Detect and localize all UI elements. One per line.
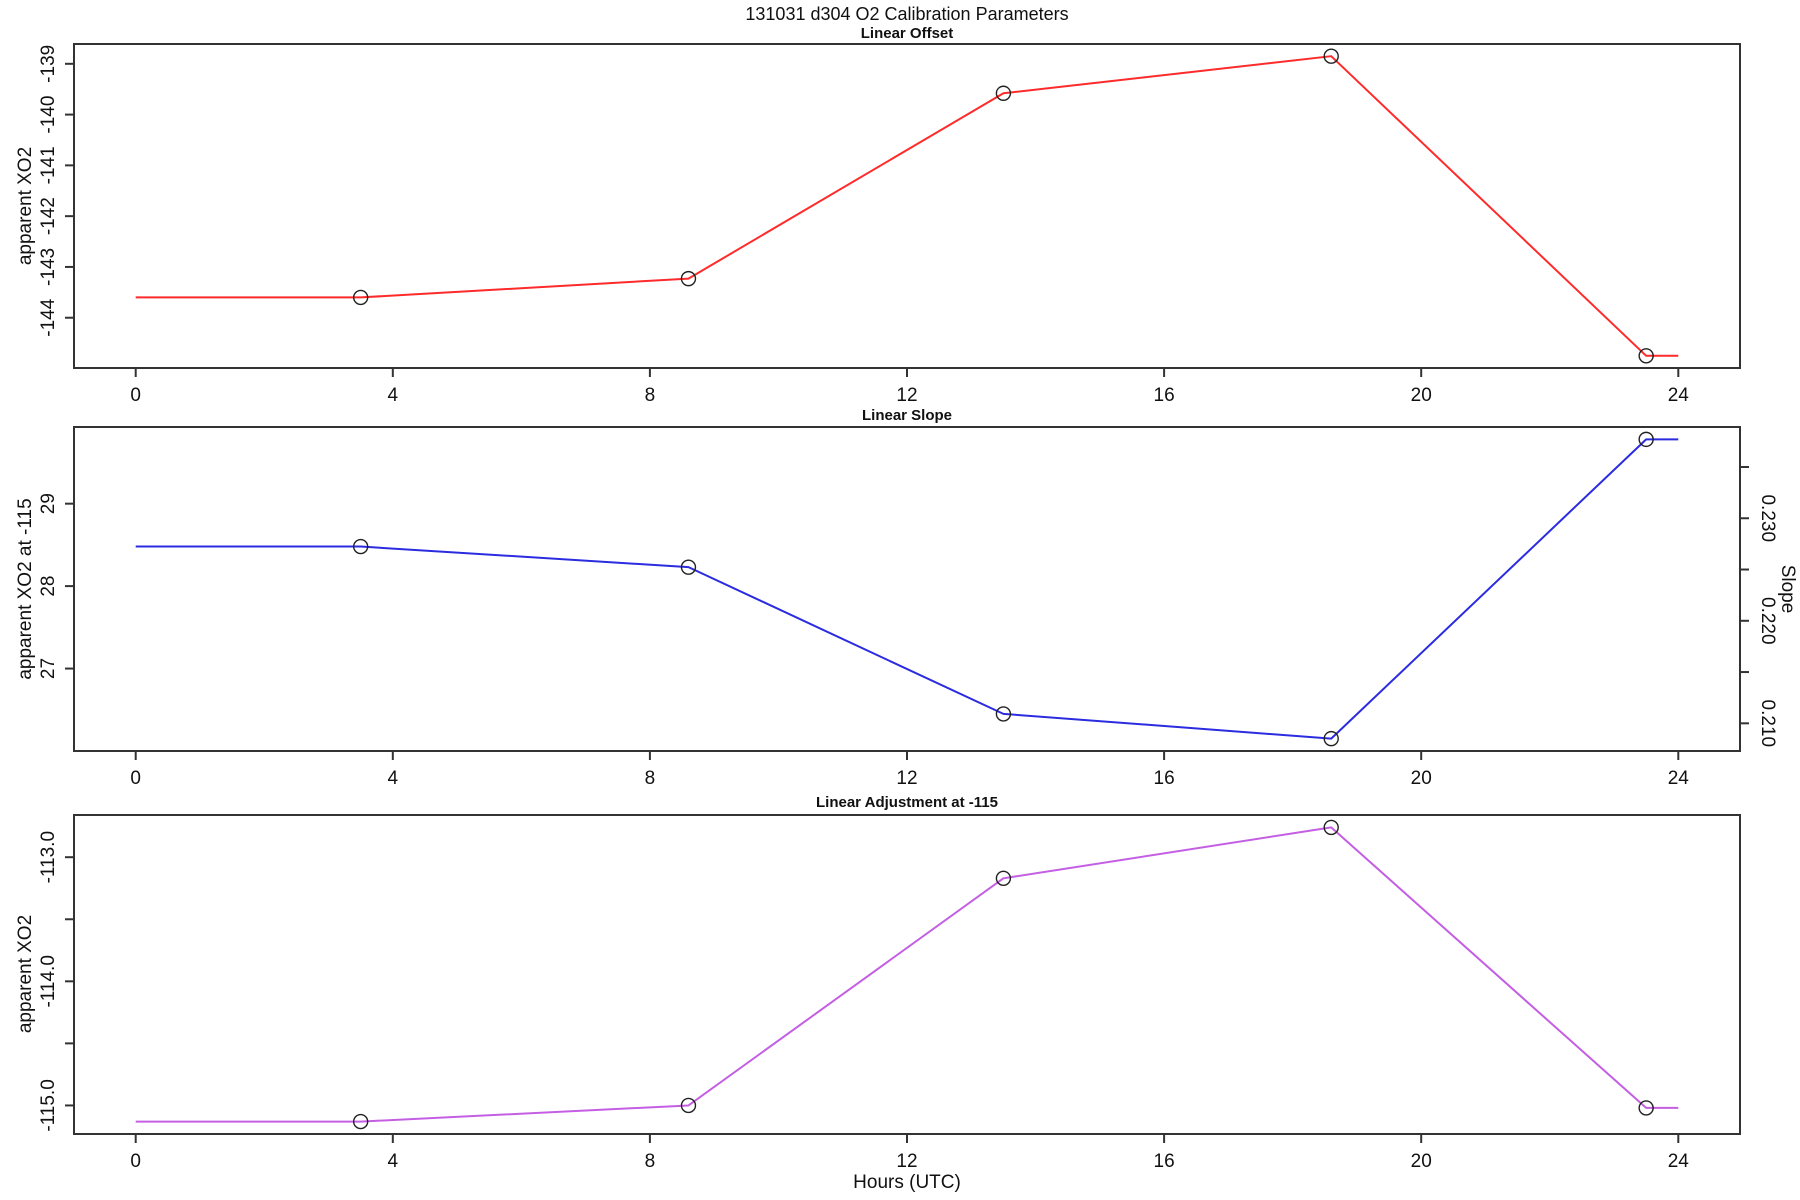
y-tick-label: -144 — [38, 298, 59, 336]
data-point-marker — [995, 870, 1012, 887]
right-tick-label: 0.220 — [1757, 597, 1778, 645]
x-tick-label: 20 — [1411, 1151, 1432, 1172]
x-tick-label: 16 — [1154, 768, 1175, 789]
panel-title-linear-offset: Linear Offset — [860, 25, 954, 42]
y-tick-label: -114.0 — [38, 955, 59, 1007]
x-tick-label: 20 — [1411, 768, 1432, 789]
data-point-marker — [995, 706, 1012, 722]
x-tick-label: 4 — [388, 385, 399, 406]
y-tick-label: -142 — [38, 197, 59, 235]
y-tick-label: -143 — [38, 248, 59, 286]
y-axis-label-offset: apparent XO2 — [15, 146, 36, 266]
x-tick-label: 4 — [388, 768, 399, 789]
x-tick-label: 12 — [896, 385, 917, 406]
x-tick-label: 20 — [1411, 385, 1432, 406]
y-tick-label: -140 — [38, 96, 59, 134]
y-tick-label: -139 — [38, 45, 59, 83]
panel-title-linear-adjustment: Linear Adjustment at -115 — [816, 794, 998, 811]
x-tick-label: 16 — [1154, 1151, 1175, 1172]
data-point-marker — [1638, 431, 1654, 448]
right-tick-label: 0.210 — [1757, 700, 1778, 748]
x-tick-label: 24 — [1668, 385, 1690, 406]
x-tick-label: 16 — [1154, 385, 1175, 406]
panel-border — [73, 814, 1741, 1135]
data-point-marker — [1638, 348, 1654, 364]
y-tick-label: 27 — [38, 658, 59, 679]
x-tick-label: 8 — [645, 385, 656, 406]
x-tick-label: 24 — [1668, 1151, 1690, 1172]
panel-title-linear-slope: Linear Slope — [861, 407, 953, 424]
x-tick-label: 0 — [130, 1151, 141, 1172]
series-line — [135, 826, 1679, 1123]
series-line — [135, 438, 1679, 740]
series-line — [135, 55, 1679, 357]
y-axis-label-adjustment: apparent XO2 — [15, 914, 36, 1034]
data-point-marker — [352, 1113, 369, 1130]
data-point-marker — [352, 538, 369, 555]
x-tick-label: 0 — [130, 385, 141, 406]
data-point-marker — [352, 289, 369, 306]
x-tick-label: 8 — [645, 1151, 656, 1172]
data-point-marker — [1323, 48, 1339, 64]
x-tick-label: 8 — [645, 768, 656, 789]
y-tick-label: -141 — [38, 146, 59, 184]
data-point-marker — [995, 85, 1012, 101]
data-point-marker — [1323, 730, 1339, 747]
x-tick-label: 4 — [388, 1151, 399, 1172]
y-tick-label: 28 — [38, 576, 59, 597]
y-axis-label-slope-right: Slope — [1777, 564, 1798, 614]
data-point-marker — [680, 559, 697, 575]
y-axis-label-slope-left: apparent XO2 at -115 — [15, 498, 36, 680]
figure-title: 131031 d304 O2 Calibration Parameters — [745, 4, 1069, 24]
x-axis-label: Hours (UTC) — [853, 1172, 961, 1193]
y-tick-label: 29 — [38, 493, 59, 514]
x-tick-label: 12 — [896, 1151, 917, 1172]
data-point-marker — [680, 1097, 697, 1114]
right-tick-label: 0.230 — [1757, 494, 1778, 542]
y-tick-label: -115.0 — [38, 1079, 59, 1131]
x-tick-label: 0 — [130, 768, 141, 789]
data-point-marker — [680, 270, 697, 287]
x-tick-label: 12 — [896, 768, 917, 789]
x-tick-label: 24 — [1668, 768, 1690, 789]
data-point-marker — [1323, 819, 1339, 836]
y-tick-label: -113.0 — [38, 831, 59, 883]
data-point-marker — [1638, 1100, 1654, 1116]
